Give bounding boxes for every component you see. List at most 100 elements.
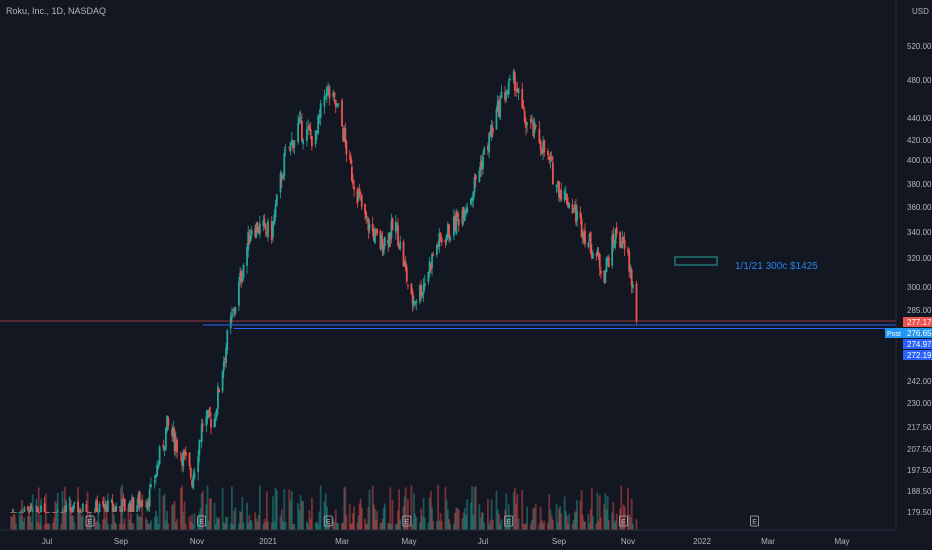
earnings-marker[interactable]: E [750,515,759,527]
volume-bar [628,514,631,530]
candle-body [323,96,326,107]
volume-bar [469,502,472,530]
candle-body [234,307,237,314]
candle-body [132,497,135,512]
earnings-marker[interactable]: E [402,515,412,527]
annotation-box[interactable] [674,256,718,266]
volume-bar [397,510,399,530]
volume-bar [576,500,578,530]
candle-body [55,512,58,513]
volume-bar [73,522,76,530]
volume-bar [141,502,144,530]
volume-bar [250,520,253,530]
volume-bar [589,509,592,530]
candle-body [472,191,475,200]
earnings-marker-box[interactable] [750,515,759,527]
volume-bar [205,504,208,530]
volume-bar [136,513,139,530]
candle-body [523,110,526,123]
candle-body [344,128,347,142]
candle-body [172,427,175,437]
earnings-icon: E [88,519,93,526]
candle-body [440,238,443,243]
earnings-marker[interactable]: E [619,515,628,527]
volume-bar [522,523,525,530]
candle-body [334,100,337,107]
volume-bar [622,504,625,530]
candle-body [345,141,348,155]
candle-body [415,300,418,304]
volume-bar [449,523,452,530]
earnings-marker-box[interactable] [402,515,412,527]
candle-body [199,440,202,441]
y-tick-label: 300.00 [907,283,932,292]
volume-bar [605,509,608,530]
candle-body [104,504,107,509]
earnings-marker-box[interactable] [504,515,514,527]
candle-body [482,156,484,169]
level-2-badge [903,350,932,360]
candle-body [471,196,473,202]
earnings-marker-box[interactable] [323,515,333,527]
candle-body [78,511,81,513]
candle-body [280,174,283,181]
volume-bar [580,490,583,530]
volume-bar [495,490,498,530]
earnings-marker[interactable]: E [323,515,333,527]
volume-bar [526,506,529,530]
volume-bar [581,515,584,530]
earnings-marker-box[interactable] [619,515,628,527]
candle-body [371,223,374,232]
horizontal-levels [0,320,896,329]
volume-bar [462,512,465,530]
candle-body [437,245,440,247]
candle-body [444,239,447,243]
candle-body [463,213,466,221]
candle-body [383,237,386,247]
earnings-marker-box[interactable] [85,515,95,527]
volume-bar [171,504,173,530]
earnings-marker[interactable]: E [504,515,514,527]
y-tick-label: 420.00 [907,136,932,145]
candle-body [137,493,140,504]
candle-body [238,282,240,306]
candle-body [300,120,303,141]
candle-body [68,504,71,506]
volume-bar [213,502,216,530]
earnings-marker-box[interactable] [197,515,207,527]
volume-bar [132,523,135,530]
candle-body [314,130,317,145]
candle-body [43,503,46,512]
candle-body [607,256,610,268]
volume-bar [282,521,284,530]
volume-bar [394,523,397,530]
candle-body [571,204,574,214]
volume-bar [478,504,481,530]
volume-bar [611,512,614,530]
candle-body [388,232,391,247]
candle-body [563,190,566,201]
volume-bar [374,509,376,530]
volume-bar [529,523,532,530]
earnings-marker[interactable]: E [197,515,207,527]
volume-bar [341,523,343,530]
volume-bar [533,508,536,530]
candle-body [167,417,170,426]
volume-bar [350,523,353,530]
candle-body [469,198,472,205]
candle-body [293,140,296,148]
candle-body [273,214,276,225]
currency-label[interactable]: USD [912,7,929,16]
candle-body [631,284,634,289]
volume-bar [422,498,425,530]
time-axis[interactable]: Jul Sep Nov 2021 Mar May Jul Sep Nov 2022 Mar May [42,537,850,546]
volume-bar [217,519,219,530]
earnings-marker[interactable]: E [85,515,95,527]
volume-bar [242,522,245,530]
price-axis[interactable]: 520.00 480.00 440.00 420.00 400.00 380.00 360.… [907,42,932,517]
volume-bar [398,489,401,530]
volume-bar [38,523,41,530]
